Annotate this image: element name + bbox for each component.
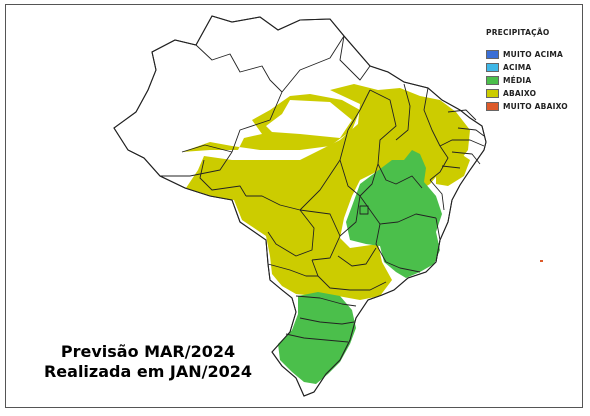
legend-item-muito-acima: MUITO ACIMA (486, 48, 568, 61)
legend-item-abaixo: ABAIXO (486, 87, 568, 100)
legend: PRECIPITAÇÃO MUITO ACIMA ACIMA MÉDIA ABA… (486, 28, 568, 113)
brazil-border (113, 15, 487, 397)
caption-line-2: Realizada em JAN/2024 (43, 362, 253, 381)
legend-label: MUITO ABAIXO (503, 102, 568, 111)
legend-swatch (486, 89, 499, 98)
legend-label: ACIMA (503, 63, 532, 72)
legend-title: PRECIPITAÇÃO (486, 28, 550, 37)
map-caption: Previsão MAR/2024 Realizada em JAN/2024 (32, 342, 264, 382)
legend-label: MUITO ACIMA (503, 50, 564, 59)
legend-swatch (486, 76, 499, 85)
legend-swatch (486, 63, 499, 72)
caption-line-1: Previsão MAR/2024 (60, 342, 236, 361)
legend-swatch (486, 102, 499, 111)
state-borders (160, 35, 485, 343)
media-region (278, 150, 442, 384)
legend-item-acima: ACIMA (486, 61, 568, 74)
legend-label: MÉDIA (503, 76, 532, 85)
legend-item-media: MÉDIA (486, 74, 568, 87)
legend-item-muito-abaixo: MUITO ABAIXO (486, 100, 568, 113)
island-marker (540, 260, 543, 262)
legend-swatch (486, 50, 499, 59)
legend-label: ABAIXO (503, 89, 537, 98)
